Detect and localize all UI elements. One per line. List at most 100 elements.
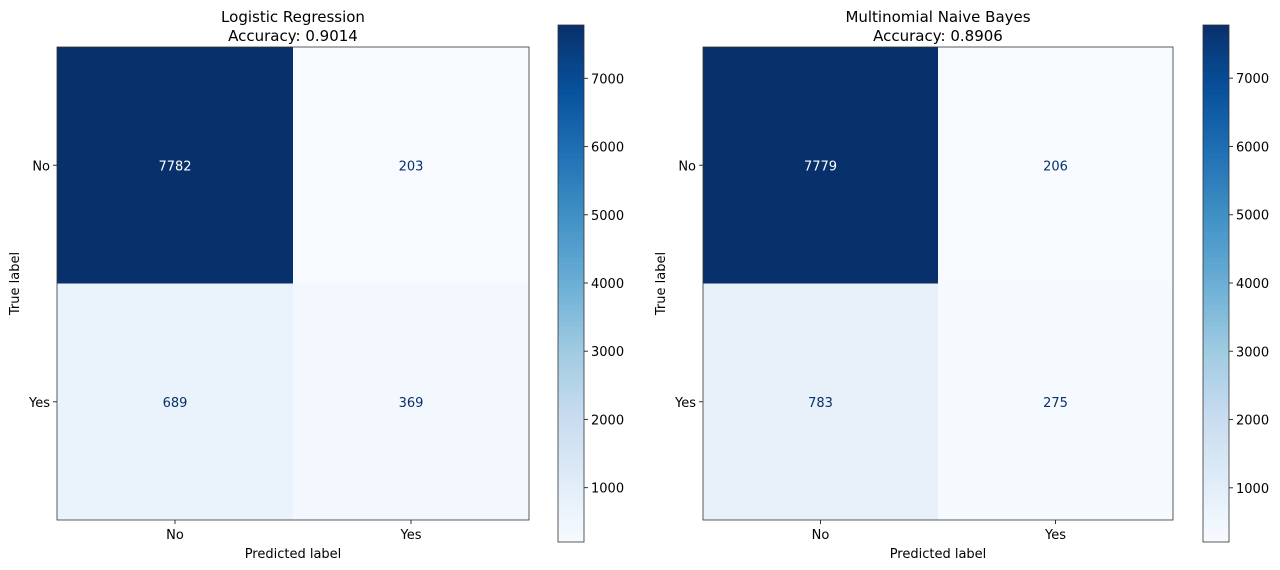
colorbar-segment — [558, 231, 584, 237]
colorbar-segment — [1203, 322, 1229, 328]
colorbar-frame — [557, 24, 585, 543]
colorbar-tick-label: 2000 — [591, 413, 624, 428]
colorbar-segment — [1203, 46, 1229, 52]
colorbar-segment — [558, 305, 584, 310]
colorbar-segment — [558, 399, 584, 405]
colorbar-segment — [1203, 111, 1229, 117]
matrix-cell — [57, 47, 293, 284]
colorbar-segment — [1203, 296, 1229, 302]
colorbar-segment — [558, 425, 584, 431]
colorbar-segment — [1203, 537, 1229, 543]
colorbar-segment — [558, 447, 584, 453]
colorbar-segment — [1203, 313, 1229, 319]
colorbar-tick-label: 6000 — [591, 141, 624, 156]
colorbar-segment — [558, 460, 584, 466]
colorbar-tick-label: 7000 — [591, 72, 624, 87]
colorbar-segment — [558, 451, 584, 457]
colorbar-segment — [558, 227, 584, 233]
colorbar-segment — [1203, 106, 1229, 112]
colorbar-segment — [558, 180, 584, 186]
matrix-cell — [703, 283, 938, 520]
y-tick-label: No — [678, 159, 696, 174]
colorbar-segment — [1203, 261, 1229, 267]
colorbar-segment — [558, 141, 584, 147]
matrix-cell — [938, 47, 1173, 284]
colorbar-tick-label: 3000 — [1236, 345, 1269, 360]
colorbar-segment — [1203, 399, 1229, 405]
colorbar-segment — [558, 124, 584, 129]
colorbar-segment — [1203, 520, 1229, 526]
colorbar-segment — [558, 503, 584, 509]
cell-value: 203 — [399, 159, 424, 174]
colorbar-segment — [558, 417, 584, 422]
chart-subtitle: Accuracy: 0.8906 — [873, 27, 1003, 45]
colorbar-segment — [1203, 365, 1229, 371]
y-tick-label: Yes — [28, 396, 50, 411]
x-axis-label: Predicted label — [245, 547, 342, 562]
colorbar-segment — [1203, 175, 1229, 181]
colorbar-segment — [558, 205, 584, 211]
colorbar-segment — [1203, 460, 1229, 466]
colorbar-segment — [1203, 63, 1229, 69]
colorbar-segment — [558, 63, 584, 69]
colorbar-segment — [1203, 184, 1229, 190]
colorbar-tick-label: 1000 — [591, 482, 624, 497]
colorbar-segment — [1203, 227, 1229, 233]
colorbar-segment — [558, 240, 584, 246]
colorbar-segment — [558, 511, 584, 517]
colorbar-segment — [558, 468, 584, 474]
colorbar-segment — [558, 29, 584, 35]
cell-value: 783 — [808, 396, 833, 411]
colorbar-segment — [558, 507, 584, 513]
colorbar-segment — [558, 395, 584, 401]
colorbar-segment — [558, 106, 584, 112]
colorbar-segment — [558, 283, 584, 289]
colorbar-segment — [1203, 257, 1229, 263]
colorbar-segment — [558, 378, 584, 384]
colorbar-segment — [1203, 149, 1229, 155]
x-tick-label: No — [166, 528, 184, 543]
colorbar-segment — [1203, 59, 1229, 65]
colorbar-segment — [1203, 529, 1229, 534]
colorbar-segment — [1203, 287, 1229, 293]
colorbar-tick-label: 5000 — [591, 209, 624, 224]
colorbar-segment — [558, 537, 584, 543]
colorbar-segment — [558, 361, 584, 366]
colorbar-segment — [1203, 468, 1229, 474]
colorbar-segment — [558, 201, 584, 207]
colorbar-segment — [558, 373, 584, 379]
colorbar-segment — [1203, 442, 1229, 448]
colorbar-segment — [1203, 218, 1229, 224]
colorbar-segment — [558, 494, 584, 500]
colorbar-segment — [558, 339, 584, 345]
colorbar-segment — [558, 55, 584, 61]
colorbar-segment — [558, 37, 584, 43]
y-axis-label: True label — [8, 252, 23, 316]
colorbar-segment — [558, 158, 584, 164]
colorbar-segment — [558, 296, 584, 302]
axes-frame — [56, 46, 530, 521]
colorbar-segment — [1203, 292, 1229, 298]
colorbar-segment — [558, 516, 584, 522]
colorbar-segment — [558, 111, 584, 117]
colorbar-segment — [1203, 317, 1229, 323]
colorbar-segment — [1203, 270, 1229, 276]
colorbar-segment — [558, 529, 584, 534]
x-tick-label: Yes — [1044, 528, 1066, 543]
colorbar-segment — [1203, 464, 1229, 470]
colorbar-segment — [558, 485, 584, 491]
colorbar-segment — [1203, 348, 1229, 354]
colorbar-segment — [558, 279, 584, 285]
colorbar-segment — [1203, 124, 1229, 129]
cell-value: 275 — [1043, 396, 1068, 411]
colorbar-segment — [558, 477, 584, 483]
colorbar-segment — [1203, 382, 1229, 388]
colorbar-segment — [558, 274, 584, 280]
matrix-cell — [703, 47, 938, 284]
colorbar-tick-label: 1000 — [1236, 482, 1269, 497]
colorbar-segment — [1203, 145, 1229, 151]
colorbar-segment — [1203, 283, 1229, 289]
colorbar-segment — [1203, 451, 1229, 457]
colorbar-segment — [1203, 408, 1229, 414]
colorbar-segment — [558, 287, 584, 293]
